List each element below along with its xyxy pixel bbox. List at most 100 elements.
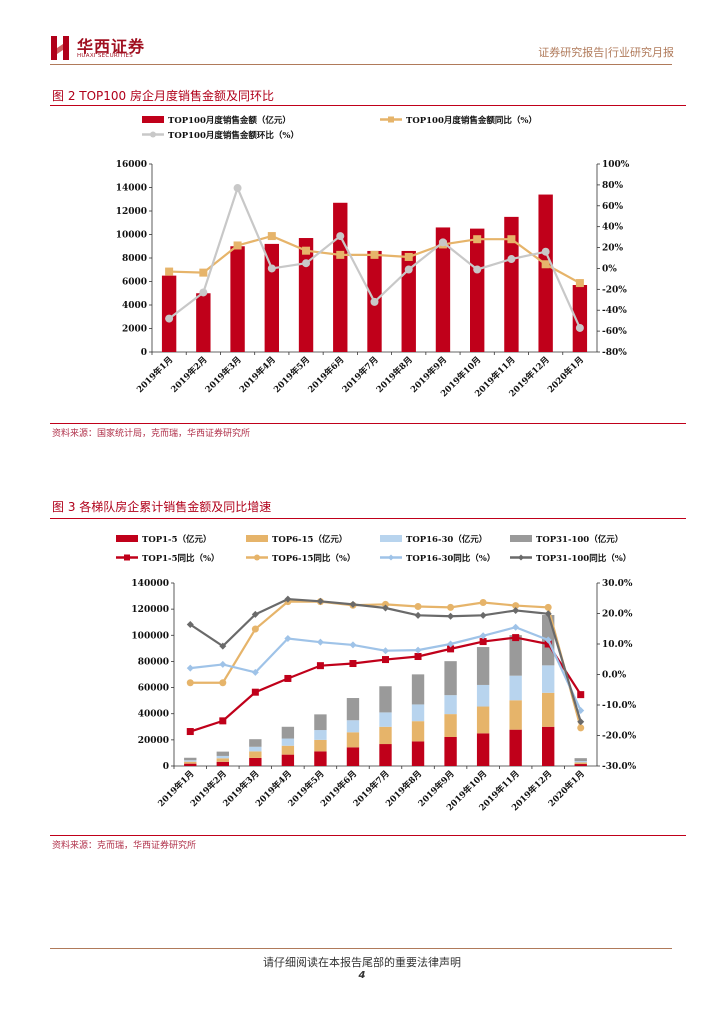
right-tick-label: 20.0% bbox=[602, 610, 633, 620]
right-tick-label: -80% bbox=[602, 348, 627, 358]
right-tick-label: -10.0% bbox=[602, 701, 637, 711]
bar-segment bbox=[281, 754, 295, 766]
point bbox=[473, 235, 482, 244]
legend-label: TOP31-100（亿元） bbox=[536, 534, 623, 545]
point bbox=[199, 268, 208, 277]
bar-segment bbox=[346, 698, 360, 721]
figure3-source: 资料来源：克而瑞，华西证券研究所 bbox=[52, 841, 197, 851]
point bbox=[575, 323, 584, 332]
bar-segment bbox=[444, 661, 457, 696]
figure2-chart: TOP100月度销售金额（亿元） TOP100月度销售金额同比（%） TOP100月… bbox=[116, 115, 630, 399]
point bbox=[336, 232, 345, 241]
left-tick-label: 120000 bbox=[131, 605, 169, 615]
bar-segment bbox=[509, 675, 522, 701]
figure3-chart: TOP1-5（亿元） TOP6-15（亿元） TOP16-30（亿元） TOP31-1… bbox=[116, 534, 637, 813]
x-tick-label: 2020年1月 bbox=[545, 354, 586, 395]
footer-disclaimer: 请仔细阅读在本报告尾部的重要法律声明 bbox=[263, 956, 461, 969]
point bbox=[251, 625, 259, 633]
bar-segment bbox=[574, 764, 587, 766]
bar bbox=[298, 238, 314, 352]
bar-segment bbox=[509, 729, 522, 766]
point bbox=[165, 267, 174, 276]
point bbox=[186, 728, 194, 736]
point bbox=[219, 660, 227, 668]
right-tick-label: -60% bbox=[602, 327, 627, 337]
legend-swatch bbox=[116, 535, 138, 542]
right-tick-label: 10.0% bbox=[602, 640, 633, 650]
left-tick-label: 80000 bbox=[138, 657, 169, 667]
bar bbox=[504, 216, 519, 352]
point bbox=[512, 634, 520, 642]
point bbox=[438, 238, 447, 247]
point bbox=[512, 606, 520, 614]
point bbox=[284, 635, 292, 643]
point bbox=[251, 668, 259, 676]
right-tick-label: 40% bbox=[602, 223, 624, 233]
point bbox=[349, 641, 357, 649]
bar-segment bbox=[509, 700, 522, 730]
bar-segment bbox=[314, 751, 327, 766]
point bbox=[447, 612, 455, 620]
legend-marker bbox=[150, 131, 156, 138]
bar-segment bbox=[281, 745, 295, 755]
legend-label: TOP100月度销售金额环比（%） bbox=[168, 130, 299, 141]
left-tick-label: 0 bbox=[141, 348, 147, 358]
legend-swatch bbox=[142, 116, 164, 123]
point bbox=[370, 297, 379, 306]
point bbox=[165, 314, 174, 323]
bar-segment bbox=[249, 757, 262, 766]
bar bbox=[470, 228, 485, 352]
point bbox=[219, 679, 227, 687]
bar-segment bbox=[346, 732, 360, 748]
left-tick-label: 12000 bbox=[116, 207, 147, 217]
header-rule bbox=[50, 64, 672, 65]
point bbox=[233, 241, 242, 250]
point bbox=[349, 660, 357, 668]
point bbox=[267, 232, 276, 241]
bar-segment bbox=[379, 712, 392, 727]
point bbox=[473, 265, 482, 274]
figure3-top-rule bbox=[50, 518, 686, 519]
point bbox=[370, 250, 379, 259]
bar-segment bbox=[314, 730, 327, 740]
right-tick-label: 0% bbox=[602, 264, 617, 274]
left-tick-label: 6000 bbox=[122, 278, 147, 288]
legend-marker bbox=[254, 554, 260, 561]
point bbox=[316, 638, 324, 646]
point bbox=[577, 718, 585, 726]
point bbox=[302, 246, 311, 255]
point bbox=[414, 611, 422, 619]
left-tick-label: 40000 bbox=[138, 710, 169, 720]
point bbox=[404, 252, 413, 261]
logo-en: HUAXI SECURITIES bbox=[77, 53, 134, 59]
point bbox=[414, 653, 422, 661]
figure3-bottom-rule bbox=[50, 835, 686, 836]
point bbox=[302, 259, 311, 268]
point bbox=[507, 235, 516, 244]
right-tick-label: -30.0% bbox=[602, 762, 637, 772]
bar-segment bbox=[379, 686, 392, 713]
point bbox=[577, 724, 585, 732]
bar-segment bbox=[249, 746, 262, 752]
bar-segment bbox=[249, 739, 262, 747]
bar-segment bbox=[476, 706, 490, 734]
bar bbox=[435, 227, 451, 352]
legend-marker bbox=[388, 116, 394, 123]
left-tick-label: 10000 bbox=[116, 231, 147, 241]
figure3-title: 图 3 各梯队房企累计销售金额及同比增速 bbox=[52, 500, 272, 514]
legend-swatch bbox=[510, 535, 532, 542]
point bbox=[414, 646, 422, 654]
legend-label: TOP16-30（亿元） bbox=[406, 534, 487, 545]
legend-swatch bbox=[246, 535, 268, 542]
bar-segment bbox=[216, 755, 229, 759]
left-tick-label: 100000 bbox=[131, 631, 169, 641]
bar-segment bbox=[476, 647, 490, 685]
left-tick-label: 60000 bbox=[138, 684, 169, 694]
point bbox=[447, 640, 455, 648]
point bbox=[267, 264, 276, 273]
right-tick-label: 0.0% bbox=[602, 671, 627, 681]
bar-segment bbox=[346, 747, 360, 766]
point bbox=[479, 632, 487, 640]
point bbox=[349, 600, 357, 608]
point bbox=[575, 279, 584, 288]
